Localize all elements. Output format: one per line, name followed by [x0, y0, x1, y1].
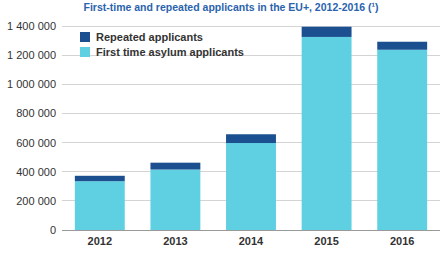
legend-swatch [80, 32, 90, 42]
legend-label: Repeated applicants [96, 31, 203, 43]
chart-svg: First-time and repeated applicants in th… [0, 0, 446, 254]
legend-label: First time asylum applicants [96, 46, 244, 58]
grid [62, 26, 440, 230]
x-tick-label: 2013 [163, 235, 187, 247]
x-tick-label: 2014 [239, 235, 264, 247]
legend: Repeated applicants First time asylum app… [80, 31, 244, 58]
legend-swatch [80, 47, 90, 57]
y-tick-label: 600 000 [16, 137, 56, 149]
y-tick-label: 400 000 [16, 166, 56, 178]
y-tick-label: 1 400 000 [7, 20, 56, 32]
bar-segment [377, 42, 427, 50]
bar-segment [150, 163, 200, 170]
bar-segment [150, 170, 200, 230]
x-tick-label: 2016 [390, 235, 414, 247]
y-tick-label: 1 000 000 [7, 78, 56, 90]
bar-segment [226, 134, 276, 143]
bar-segment [302, 27, 352, 37]
bar-segment [75, 176, 125, 181]
y-tick-label: 200 000 [16, 195, 56, 207]
y-tick-label: 800 000 [16, 107, 56, 119]
x-tick-label: 2015 [314, 235, 338, 247]
y-tick-label: 1 200 000 [7, 49, 56, 61]
grid-line [62, 26, 440, 27]
bar-segment [302, 37, 352, 230]
chart-root: First-time and repeated applicants in th… [0, 0, 446, 254]
bar-segment [377, 50, 427, 230]
bar-segment [226, 143, 276, 230]
bar-segment [75, 181, 125, 230]
x-tick-label: 2012 [88, 235, 112, 247]
title: First-time and repeated applicants in th… [84, 1, 379, 13]
bars [75, 27, 427, 230]
y-tick-label: 0 [50, 224, 56, 236]
